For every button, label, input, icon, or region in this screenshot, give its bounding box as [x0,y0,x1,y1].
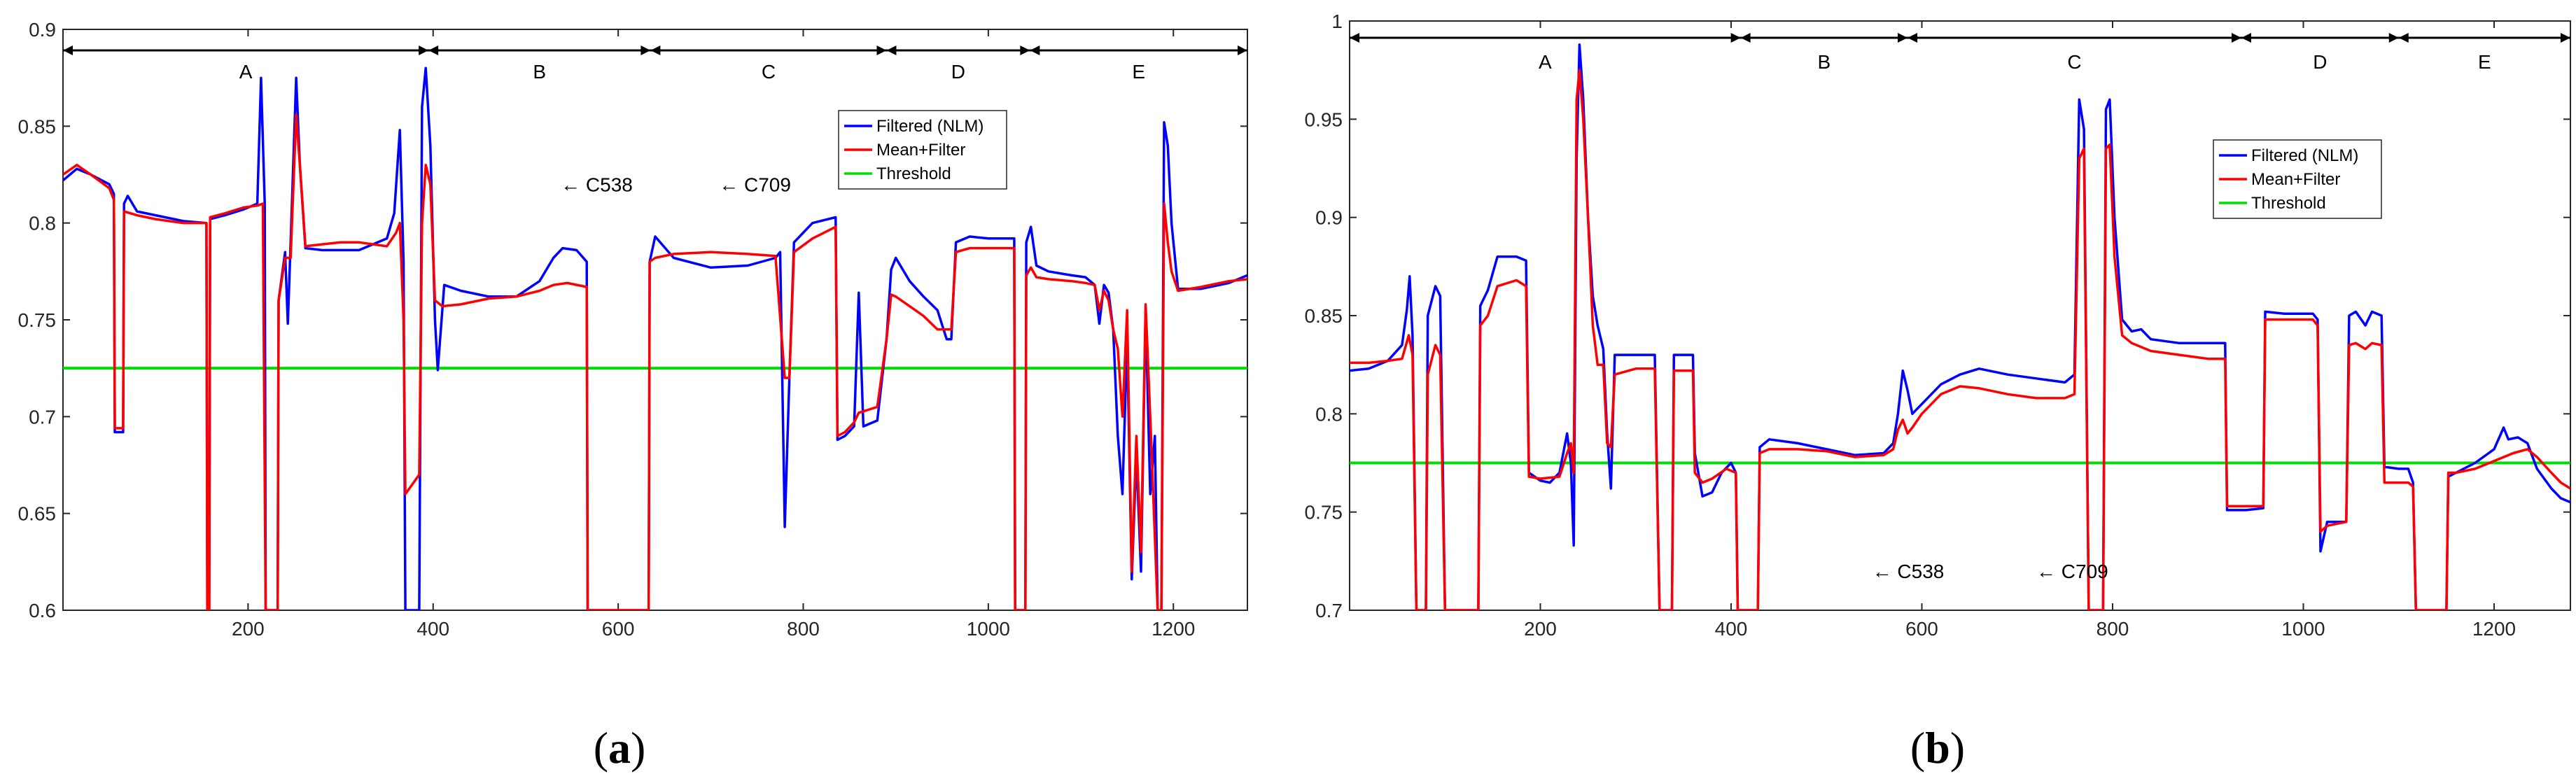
segment-arrowhead-left [1907,33,1918,43]
x-tick-label: 200 [1524,618,1557,640]
x-tick-label: 800 [2096,618,2129,640]
panel-label: (a) [594,723,646,773]
segment-arrowhead-left [2398,33,2409,43]
panel-label-open: ( [594,723,608,773]
series-line-mean-filter [1350,69,2570,610]
panel-label-open: ( [1910,723,1925,773]
legend-label: Mean+Filter [876,141,965,160]
legend: Filtered (NLM) Mean+Filter Threshold [838,110,1007,190]
segment-label: A [1539,51,1552,73]
y-tick-label: 0.9 [29,19,56,41]
segment-arrowhead-right [2388,33,2399,43]
x-tick-label: 1000 [967,618,1010,640]
series-group [63,66,1247,610]
segment-arrowhead-right [1020,45,1030,55]
segment-arrowhead-right [1898,33,1908,43]
panel-label-close: ) [631,723,645,773]
segment-arrowhead-right [1238,45,1247,55]
x-tick-label: 1200 [2472,618,2516,640]
panel-label-close: ) [1950,723,1965,773]
panel-label-letter: b [1925,723,1950,773]
panel-label-letter: a [608,723,631,773]
y-tick-label: 0.9 [1315,207,1343,229]
y-tick-label: 0.85 [18,115,57,137]
segment-label: D [2313,51,2327,73]
x-tick-label: 1200 [1152,618,1195,640]
x-tick-label: 1000 [2281,618,2325,640]
segment-label: C [762,61,776,83]
legend-label: Mean+Filter [2251,170,2340,189]
legend-label: Filtered (NLM) [876,117,983,136]
segment-label: A [239,61,253,83]
y-tick-label: 0.95 [1305,108,1343,130]
series-line-filtered-nlm [1350,43,2570,610]
legend-label: Filtered (NLM) [2251,146,2358,165]
segment-arrows: A B C D E [63,45,1247,83]
annotation-label: ← C709 [719,174,791,195]
y-tick-label: 0.75 [1305,502,1343,523]
y-tick-label: 0.8 [1315,403,1343,425]
series-line-filtered-nlm [63,66,1247,610]
y-tick-label: 0.75 [18,309,57,331]
segment-arrowhead-right [2561,33,2570,43]
y-tick-label: 0.85 [1305,305,1343,327]
segment-arrowhead-left [2241,33,2251,43]
legend-label: Threshold [2251,194,2326,213]
segment-arrowhead-right [640,45,651,55]
segment-label: E [1132,61,1145,83]
segment-label: E [2478,51,2491,73]
segment-label: C [2067,51,2081,73]
segment-arrowhead-left [886,45,897,55]
panel-label: (b) [1910,723,1965,773]
plot-frame [62,29,1248,611]
x-tick-label: 600 [602,618,635,640]
segment-arrowhead-left [650,45,661,55]
segment-arrowhead-left [1030,45,1040,55]
segment-label: D [951,61,965,83]
x-tick-label: 600 [1905,618,1938,640]
annotation-label: ← C538 [561,174,633,195]
y-tick-label: 0.7 [29,406,56,428]
series-group [1350,43,2570,610]
y-tick-label: 0.65 [18,503,57,525]
segment-arrowhead-right [2231,33,2241,43]
panel-a: 0.6 0.65 0.7 0.75 0.8 0.85 0.9 200 400 600 800 1000… [18,19,1248,773]
y-tick-label: 0.6 [29,600,56,621]
plot-frame [1349,20,2571,611]
segment-arrowhead-left [1350,33,1359,43]
y-tick-label: 0.8 [29,213,56,234]
x-tick-label: 800 [787,618,820,640]
segment-label: B [533,61,546,83]
segment-arrowhead-right [876,45,887,55]
segment-arrowhead-left [1740,33,1751,43]
y-tick-label: 0.7 [1315,600,1343,621]
x-tick-label: 400 [416,618,449,640]
segment-arrowhead-right [419,45,429,55]
segment-arrowhead-left [63,45,73,55]
series-line-mean-filter [63,113,1247,610]
segment-arrows: A B C D E [1350,33,2570,73]
legend: Filtered (NLM) Mean+Filter Threshold [2213,139,2382,219]
annotation-label: ← C709 [2036,561,2108,582]
segment-label: B [1818,51,1831,73]
x-tick-label: 400 [1715,618,1748,640]
segment-arrowhead-left [428,45,439,55]
segment-arrowhead-right [1730,33,1741,43]
y-tick-label: 1 [1331,10,1343,32]
legend-label: Threshold [876,164,951,183]
x-tick-label: 200 [232,618,265,640]
annotation-label: ← C538 [1872,561,1945,582]
